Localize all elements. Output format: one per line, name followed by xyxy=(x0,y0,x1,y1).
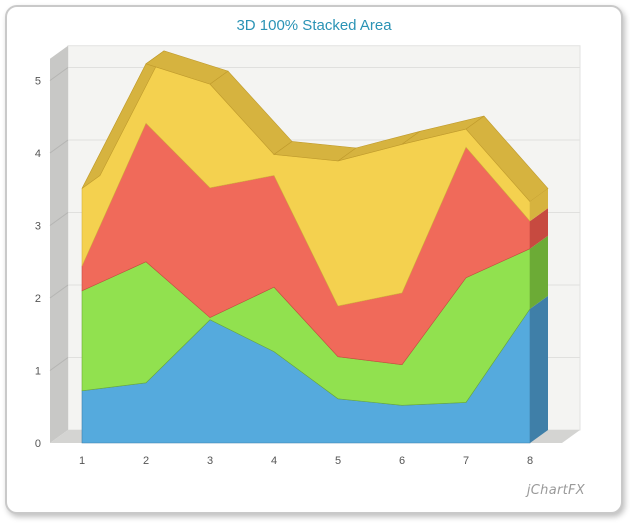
y-tick-label: 4 xyxy=(35,148,41,160)
y-tick-label: 3 xyxy=(35,221,41,233)
area-side-face-3 xyxy=(530,208,548,249)
gridline-side xyxy=(49,139,69,154)
y-tick-label: 0 xyxy=(35,438,41,450)
jchartfx-logo: jChartFX xyxy=(526,483,585,498)
x-tick-label: 7 xyxy=(463,455,469,467)
gridline-side xyxy=(49,284,69,299)
area-side-face-1 xyxy=(530,295,548,443)
area-side-face-4 xyxy=(530,188,548,222)
x-tick-label: 3 xyxy=(207,455,213,467)
chart-title: 3D 100% Stacked Area xyxy=(236,17,392,34)
area-side-face-2 xyxy=(530,235,548,309)
x-tick-label: 5 xyxy=(335,455,341,467)
x-tick-label: 6 xyxy=(399,455,405,467)
y-tick-label: 5 xyxy=(35,76,41,88)
x-tick-label: 2 xyxy=(143,455,149,467)
x-tick-label: 8 xyxy=(527,455,533,467)
chart-plot: 0 1 2 3 4 5 1 2 3 4 5 6 7 8 xyxy=(35,45,581,467)
gridline-side xyxy=(49,67,69,81)
gridline-side xyxy=(49,212,69,226)
chart-frame: 3D 100% Stacked Area 0 1 2 3 4 5 1 2 3 4 5 6 7 8 jCha… xyxy=(5,5,623,514)
gridline-side xyxy=(49,357,69,371)
y-tick-label: 2 xyxy=(35,293,41,305)
y-tick-label: 1 xyxy=(35,366,41,378)
left-wall xyxy=(50,45,68,443)
x-tick-label: 4 xyxy=(271,455,277,467)
x-tick-label: 1 xyxy=(79,455,85,467)
